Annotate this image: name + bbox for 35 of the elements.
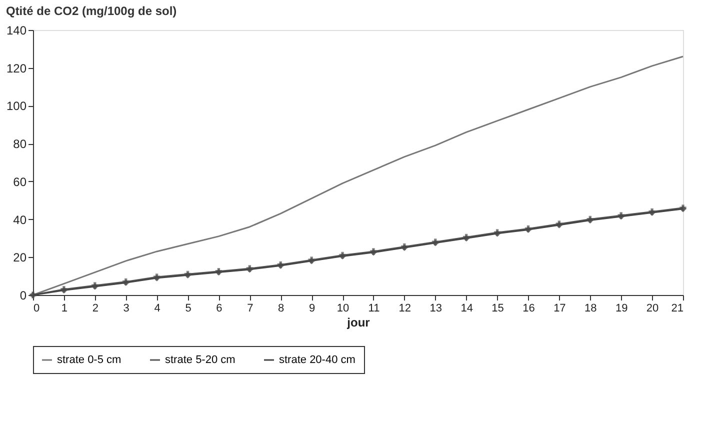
y-tick-label: 100 <box>6 99 27 114</box>
x-tick-label: 7 <box>247 302 254 314</box>
chart-title: Qtité de CO2 (mg/100g de sol) <box>6 4 177 18</box>
x-tick-label: 2 <box>92 302 98 314</box>
x-tick-label: 14 <box>460 302 473 314</box>
x-tick-label: 10 <box>336 302 350 314</box>
x-tick-label: 9 <box>309 302 316 314</box>
x-tick-label: 19 <box>615 302 628 314</box>
x-tick-label: 1 <box>61 302 68 314</box>
x-tick-label: 8 <box>278 302 284 314</box>
y-tick-label: 140 <box>6 24 27 38</box>
x-tick-label: 5 <box>185 302 192 314</box>
x-tick-label: 11 <box>368 302 380 314</box>
y-tick-label: 60 <box>13 174 27 189</box>
x-tick-label: 16 <box>522 302 535 314</box>
x-tick-label: 20 <box>646 302 659 314</box>
x-tick-label: 4 <box>154 302 160 314</box>
x-tick-label: 18 <box>584 302 597 314</box>
x-axis-title: jour <box>346 316 370 330</box>
y-tick-label: 120 <box>6 61 27 76</box>
x-tick-label: 17 <box>554 302 566 314</box>
y-tick-label: 80 <box>13 137 27 152</box>
x-tick-label: 21 <box>671 302 684 314</box>
y-tick-label: 20 <box>13 250 27 265</box>
y-tick-label: 40 <box>13 212 27 227</box>
legend-label: strate 5-20 cm <box>165 354 236 366</box>
legend-label: strate 0-5 cm <box>57 354 122 366</box>
x-tick-label: 15 <box>492 302 504 314</box>
x-tick-label: 6 <box>216 302 222 314</box>
y-tick-label: 0 <box>20 288 27 302</box>
x-tick-label: 3 <box>123 302 130 314</box>
x-tick-label: 0 <box>34 302 40 314</box>
legend-label: strate 20-40 cm <box>279 354 356 366</box>
x-tick-label: 12 <box>398 302 412 314</box>
x-tick-label: 13 <box>430 302 442 314</box>
